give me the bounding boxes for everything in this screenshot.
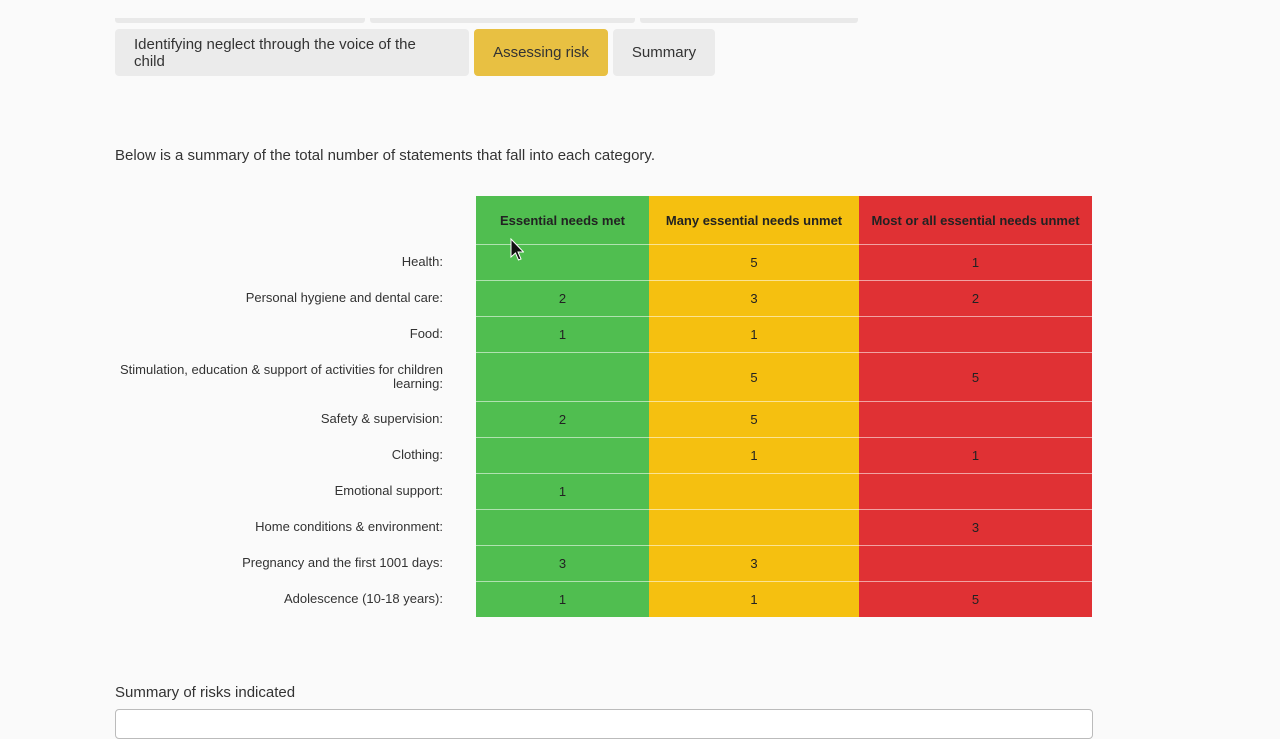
count-cell: 1 xyxy=(859,244,1092,280)
count-cell: 3 xyxy=(649,280,859,316)
count-cell: 1 xyxy=(649,581,859,617)
count-cell: 3 xyxy=(859,509,1092,545)
table-row: Stimulation, education & support of acti… xyxy=(115,352,1093,401)
table-row: Personal hygiene and dental care: 2 3 2 xyxy=(115,280,1093,316)
table-header-row: Essential needs met Many essential needs… xyxy=(115,196,1093,244)
count-cell xyxy=(649,509,859,545)
tab-identifying-neglect[interactable]: Identifying neglect through the voice of… xyxy=(115,29,469,76)
intro-text: Below is a summary of the total number o… xyxy=(115,147,655,164)
count-cell: 5 xyxy=(649,401,859,437)
count-cell: 1 xyxy=(476,581,649,617)
tab-summary[interactable]: Summary xyxy=(613,29,715,76)
count-cell xyxy=(859,473,1092,509)
count-cell: 5 xyxy=(859,581,1092,617)
row-label: Clothing: xyxy=(391,447,443,462)
count-cell: 3 xyxy=(476,545,649,581)
row-label: Stimulation, education & support of acti… xyxy=(119,361,443,391)
table-row: Home conditions & environment: 3 xyxy=(115,509,1093,545)
row-label: Emotional support: xyxy=(334,483,443,498)
count-cell xyxy=(859,545,1092,581)
risk-summary-table: Essential needs met Many essential needs… xyxy=(115,196,1093,617)
table-row: Health: 5 1 xyxy=(115,244,1093,280)
count-cell: 5 xyxy=(649,244,859,280)
row-label: Health: xyxy=(401,254,443,269)
count-cell: 2 xyxy=(859,280,1092,316)
table-row: Clothing: 1 1 xyxy=(115,437,1093,473)
header-many-needs-unmet: Many essential needs unmet xyxy=(649,196,859,244)
count-cell xyxy=(476,244,649,280)
row-label: Safety & supervision: xyxy=(320,411,443,426)
row-label: Personal hygiene and dental care: xyxy=(245,290,443,305)
count-cell: 1 xyxy=(649,437,859,473)
header-most-needs-unmet: Most or all essential needs unmet xyxy=(859,196,1092,244)
count-cell: 5 xyxy=(859,352,1092,401)
count-cell: 2 xyxy=(476,280,649,316)
table-row: Safety & supervision: 2 5 xyxy=(115,401,1093,437)
count-cell xyxy=(476,437,649,473)
count-cell: 5 xyxy=(649,352,859,401)
row-label: Home conditions & environment: xyxy=(255,519,443,534)
summary-of-risks-label: Summary of risks indicated xyxy=(115,684,296,701)
count-cell: 1 xyxy=(476,473,649,509)
count-cell xyxy=(476,352,649,401)
table-row: Emotional support: 1 xyxy=(115,473,1093,509)
count-cell: 3 xyxy=(649,545,859,581)
count-cell: 1 xyxy=(859,437,1092,473)
tab-stub xyxy=(640,18,858,23)
row-label: Adolescence (10-18 years): xyxy=(284,591,443,606)
count-cell: 2 xyxy=(476,401,649,437)
summary-of-risks-field[interactable] xyxy=(115,709,1093,739)
tab-stub xyxy=(370,18,635,23)
table-row: Food: 1 1 xyxy=(115,316,1093,352)
tab-assessing-risk[interactable]: Assessing risk xyxy=(474,29,608,76)
row-label: Pregnancy and the first 1001 days: xyxy=(242,555,443,570)
section-tabs: Identifying neglect through the voice of… xyxy=(115,29,720,76)
row-label: Food: xyxy=(409,326,443,341)
count-cell: 1 xyxy=(476,316,649,352)
header-essential-needs-met: Essential needs met xyxy=(476,196,649,244)
table-row: Pregnancy and the first 1001 days: 3 3 xyxy=(115,545,1093,581)
count-cell xyxy=(476,509,649,545)
count-cell: 1 xyxy=(649,316,859,352)
previous-tab-row-edge xyxy=(115,18,875,24)
count-cell xyxy=(859,401,1092,437)
count-cell xyxy=(859,316,1092,352)
table-row: Adolescence (10-18 years): 1 1 5 xyxy=(115,581,1093,617)
tab-stub xyxy=(115,18,365,23)
mouse-pointer-icon xyxy=(510,238,524,261)
header-spacer xyxy=(115,196,476,244)
count-cell xyxy=(649,473,859,509)
